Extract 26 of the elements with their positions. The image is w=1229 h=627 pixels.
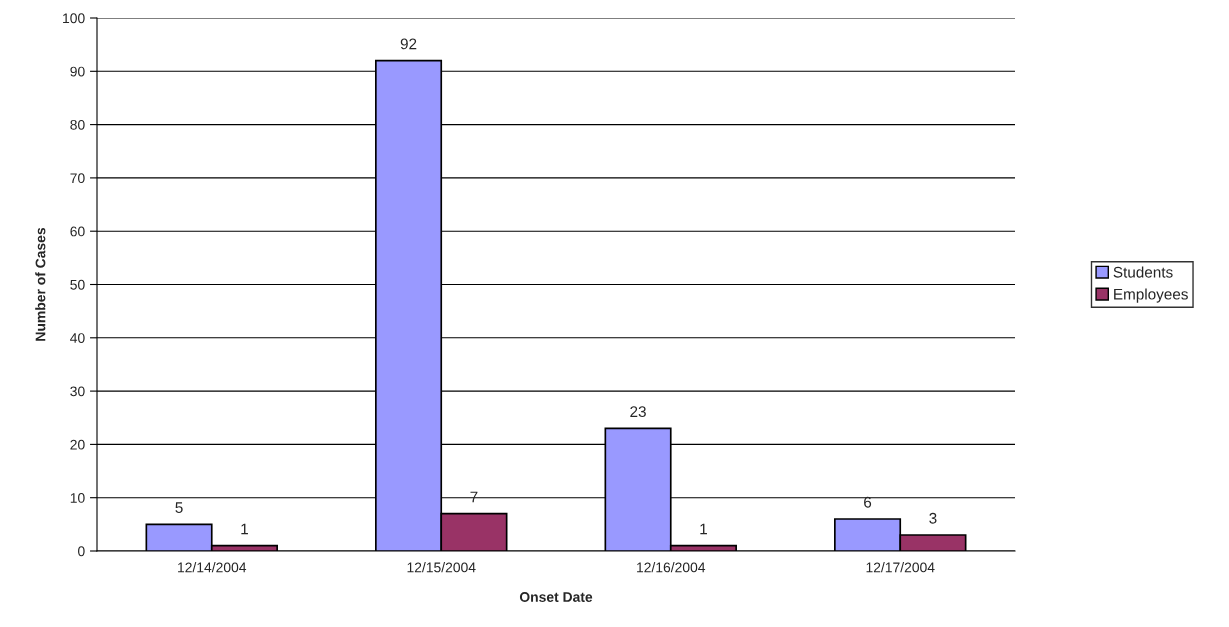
- legend-label: Employees: [1114, 288, 1188, 303]
- data-label: 5: [175, 502, 183, 513]
- x-tick-label: 12/16/2004: [637, 562, 706, 573]
- y-tick-label: 60: [70, 226, 85, 237]
- data-label: 92: [400, 38, 417, 50]
- y-tick-label: 30: [70, 386, 85, 397]
- y-tick-label: 0: [78, 546, 85, 557]
- x-axis-title: Onset Date: [519, 592, 593, 602]
- y-tick-label: 100: [63, 13, 85, 24]
- y-tick-label: 70: [70, 173, 85, 184]
- data-label: 23: [630, 406, 646, 418]
- y-tick-label: 90: [70, 66, 85, 77]
- y-axis-title: Number of Cases: [35, 227, 46, 341]
- y-tick-label: 20: [70, 439, 85, 450]
- y-tick-label: 40: [70, 333, 85, 343]
- data-label: 1: [700, 523, 707, 535]
- x-tick-label: 12/17/2004: [866, 562, 935, 573]
- x-tick-label: 12/15/2004: [407, 562, 476, 573]
- x-tick-label: 12/14/2004: [178, 562, 247, 573]
- data-label: 6: [864, 496, 872, 508]
- data-label: 1: [241, 523, 248, 535]
- legend-label: Students: [1113, 266, 1173, 278]
- y-tick-label: 80: [70, 119, 85, 130]
- data-label: 3: [929, 512, 937, 524]
- y-tick-label: 10: [70, 493, 85, 503]
- y-tick-label: 50: [70, 279, 85, 290]
